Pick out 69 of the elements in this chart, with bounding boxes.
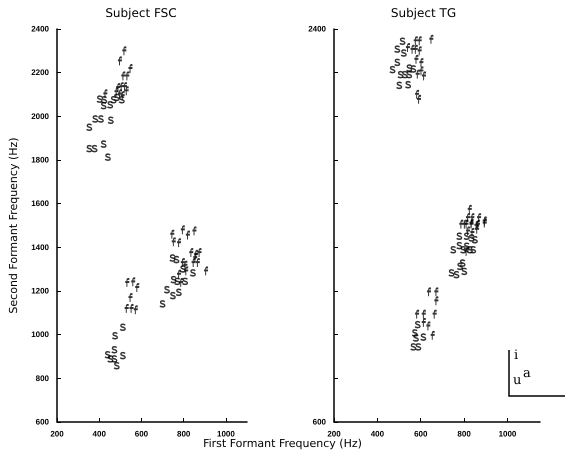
x-tick-label: 600 [134, 430, 149, 438]
point [456, 262, 463, 270]
point [104, 153, 111, 161]
x-tick-label: 800 [176, 430, 191, 438]
y-tick-label: 2000 [31, 112, 50, 121]
x-tick-label: 800 [457, 430, 472, 438]
point [119, 352, 126, 360]
point [119, 324, 126, 331]
point [190, 269, 196, 277]
point [98, 115, 104, 123]
point [111, 355, 118, 363]
point [410, 343, 416, 351]
y-tick-label: 1800 [31, 156, 50, 164]
chart-title: Subject FSC [105, 6, 177, 20]
x-tick-label: 1000 [498, 430, 517, 438]
point [107, 355, 114, 363]
point [92, 115, 98, 123]
y-tick-label: 1600 [31, 199, 50, 208]
y-tick-label: 600 [36, 418, 50, 426]
point [459, 259, 466, 267]
y-tick-label: 1000 [31, 330, 50, 340]
point [86, 144, 92, 152]
point [399, 38, 406, 45]
point [414, 343, 422, 351]
point [456, 232, 462, 240]
x-tick-label: 400 [370, 430, 385, 438]
point [182, 278, 188, 286]
point [394, 45, 400, 53]
chart-title: Subject TG [390, 6, 456, 20]
point [112, 332, 118, 340]
point [173, 256, 180, 264]
point [164, 286, 170, 294]
x-tick-label: 200 [50, 430, 64, 438]
point [91, 144, 98, 152]
annotation: u [513, 373, 522, 388]
x-tick-label: 400 [92, 430, 106, 438]
point [463, 242, 470, 250]
point [107, 116, 114, 124]
point [470, 246, 476, 254]
point [159, 300, 166, 308]
annotation: a [523, 366, 531, 381]
y-tick-label: 1400 [31, 242, 50, 252]
x-tick-label: 600 [414, 430, 428, 438]
x-tick-label: 1000 [216, 430, 236, 438]
point [100, 140, 107, 148]
y-tick-label: 800 [36, 374, 50, 383]
point [466, 246, 473, 254]
point [412, 334, 419, 342]
y-tick-label: 2200 [31, 68, 50, 78]
annotation: i [514, 348, 518, 363]
point [414, 320, 421, 328]
x-axis-title: First Formant Frequency (Hz) [202, 437, 363, 450]
y-tick-label: 1200 [31, 286, 50, 296]
point [460, 246, 466, 254]
point [397, 70, 404, 78]
point [100, 102, 107, 110]
point [404, 80, 412, 88]
point [86, 124, 92, 131]
point [113, 362, 120, 370]
point [169, 254, 176, 262]
y-axis-title: Second Formant Frequency (Hz) [7, 137, 20, 314]
point [411, 329, 418, 337]
x-tick-label: 200 [327, 430, 342, 438]
point [448, 269, 455, 277]
y-tick-label: 2400 [31, 24, 50, 34]
point [472, 236, 478, 244]
point [420, 333, 426, 341]
point [396, 82, 402, 90]
y-tick-label: 2400 [308, 24, 327, 34]
